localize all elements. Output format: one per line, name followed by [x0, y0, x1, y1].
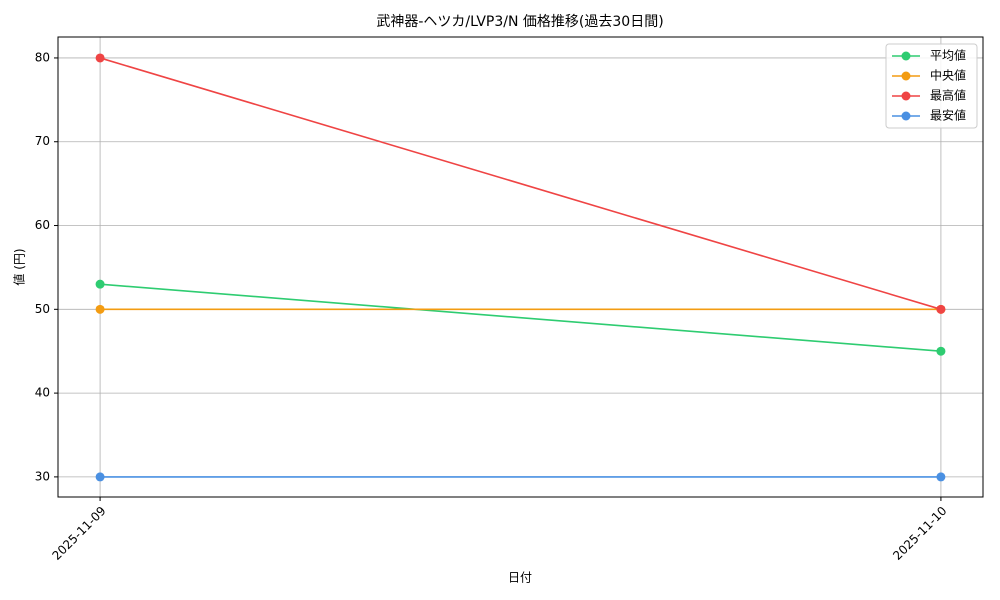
- y-tick-label: 50: [35, 302, 50, 316]
- plot: [95, 53, 946, 482]
- series-line: [99, 57, 942, 311]
- legend-label: 最安値: [930, 108, 966, 123]
- legend-marker: [901, 51, 911, 61]
- y-tick-label: 40: [35, 386, 50, 400]
- legend-marker: [901, 111, 911, 121]
- legend-label: 平均値: [930, 48, 966, 63]
- data-point: [936, 304, 946, 314]
- chart-title: 武神器-ヘツカ/LVP3/N 価格推移(過去30日間): [376, 14, 663, 30]
- data-point: [936, 346, 946, 356]
- data-point: [95, 472, 105, 482]
- legend-marker: [901, 91, 911, 101]
- data-point: [95, 53, 105, 63]
- plot-frame: [57, 36, 984, 498]
- series-line: [100, 283, 941, 353]
- y-tick-label: 80: [35, 50, 50, 64]
- y-tick-label: 70: [35, 134, 50, 148]
- y-tick-label: 30: [35, 469, 50, 483]
- legend-label: 中央値: [930, 68, 966, 83]
- x-axis-label: 日付: [508, 571, 532, 585]
- y-axis-label: 値 (円): [12, 248, 27, 285]
- legend-marker: [901, 71, 911, 81]
- data-point: [95, 279, 105, 289]
- data-point: [936, 472, 946, 482]
- y-tick-label: 60: [35, 218, 50, 232]
- legend-box: [885, 43, 978, 129]
- legend-label: 最高値: [930, 88, 966, 103]
- data-point: [95, 304, 105, 314]
